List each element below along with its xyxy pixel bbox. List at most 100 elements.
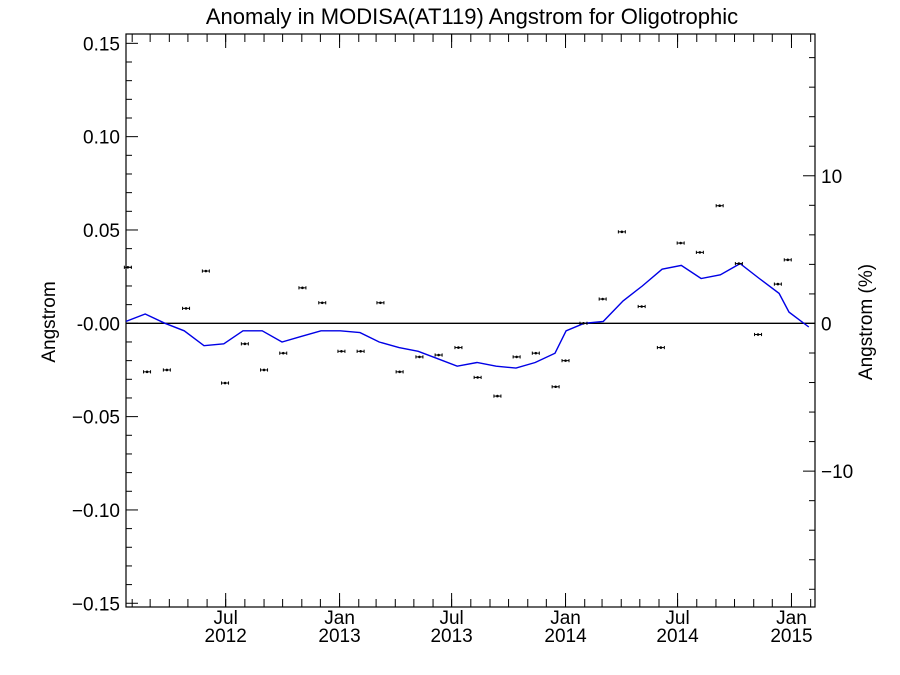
data-point-marker bbox=[437, 353, 440, 357]
data-point-marker bbox=[184, 307, 188, 310]
y-tick-label-left: 0.05 bbox=[83, 221, 120, 242]
data-point bbox=[182, 306, 191, 310]
data-point-marker bbox=[718, 204, 721, 208]
y-tick-label-left: −0.05 bbox=[72, 408, 120, 429]
data-point bbox=[473, 375, 482, 380]
data-point bbox=[201, 269, 210, 273]
data-point bbox=[598, 297, 607, 301]
x-tick-label-year: 2015 bbox=[770, 626, 812, 647]
plot-axes: 0.15 0.10 0.05 -0.00 −0.05 −0.10 −0.15 10 0 −10 Ju… bbox=[72, 33, 853, 647]
data-point bbox=[637, 304, 646, 309]
data-point bbox=[734, 261, 743, 266]
data-point bbox=[415, 355, 424, 359]
data-point bbox=[715, 204, 724, 208]
data-point bbox=[221, 381, 230, 385]
x-tick-label-month: Jul bbox=[665, 608, 689, 629]
x-tick-label-month: Jul bbox=[214, 608, 238, 629]
data-point-marker bbox=[145, 370, 149, 374]
data-point bbox=[551, 385, 560, 389]
x-tick-label-month: Jan bbox=[550, 608, 581, 629]
data-point bbox=[434, 353, 443, 357]
y-tick-label-left: −0.10 bbox=[72, 501, 120, 522]
data-point bbox=[783, 258, 792, 262]
data-point-marker bbox=[515, 355, 518, 359]
data-point-marker bbox=[698, 251, 702, 254]
data-point bbox=[123, 265, 132, 269]
data-point-marker bbox=[496, 394, 499, 398]
data-point-marker bbox=[564, 359, 567, 362]
data-point-marker bbox=[204, 269, 208, 273]
data-point-marker bbox=[786, 258, 790, 262]
chart-title: Anomaly in MODISA(AT119) Angstrom for Ol… bbox=[206, 4, 738, 29]
plot-frame bbox=[125, 33, 816, 608]
data-point bbox=[561, 359, 570, 363]
data-point-marker bbox=[776, 282, 780, 286]
data-point-marker bbox=[126, 266, 130, 269]
y-axis-label-left: Angstrom bbox=[39, 281, 60, 362]
data-point-marker bbox=[379, 301, 382, 305]
data-point-marker bbox=[359, 349, 362, 353]
trend-line-group bbox=[125, 262, 810, 369]
data-point-marker bbox=[418, 355, 421, 359]
data-point bbox=[356, 349, 365, 353]
data-point-marker bbox=[640, 305, 643, 308]
x-tick-label-year: 2013 bbox=[430, 626, 472, 647]
x-tick-label-month: Jul bbox=[439, 608, 463, 629]
data-point-marker bbox=[659, 346, 663, 349]
data-point bbox=[754, 332, 763, 337]
data-point bbox=[493, 394, 502, 398]
x-tick-label-year: 2012 bbox=[205, 626, 247, 647]
y-tick-label-right: 10 bbox=[821, 167, 842, 188]
data-point-marker bbox=[620, 230, 624, 234]
x-tick-label-year: 2014 bbox=[656, 626, 699, 647]
data-point-marker bbox=[601, 297, 604, 301]
data-point bbox=[162, 368, 171, 372]
data-point bbox=[695, 250, 704, 254]
x-tick-label-month: Jan bbox=[324, 608, 355, 629]
data-point bbox=[143, 370, 152, 374]
data-point-marker bbox=[737, 262, 741, 265]
trend-line bbox=[125, 262, 810, 369]
data-point-marker bbox=[554, 385, 557, 389]
data-point-marker bbox=[582, 321, 585, 325]
data-point-marker bbox=[476, 376, 479, 379]
y-tick-label-left: 0.10 bbox=[83, 128, 120, 149]
data-point bbox=[531, 351, 540, 355]
data-point bbox=[579, 321, 588, 325]
data-point bbox=[240, 342, 249, 346]
data-point bbox=[279, 351, 288, 355]
data-point bbox=[676, 241, 685, 245]
data-point-marker bbox=[340, 349, 343, 353]
data-point-marker bbox=[534, 351, 538, 355]
x-tick-label-month: Jan bbox=[776, 608, 807, 629]
data-point bbox=[260, 368, 269, 372]
data-point-marker bbox=[679, 241, 682, 245]
data-point bbox=[376, 301, 385, 305]
data-point-marker bbox=[398, 370, 401, 374]
data-point bbox=[617, 230, 626, 234]
data-point bbox=[656, 345, 665, 350]
x-tick-label-year: 2014 bbox=[544, 626, 587, 647]
y-tick-label-right: −10 bbox=[821, 462, 853, 483]
data-point bbox=[395, 370, 404, 374]
data-point bbox=[773, 282, 782, 286]
data-point-marker bbox=[281, 351, 285, 355]
y-axis-label-right: Angstrom (%) bbox=[856, 264, 877, 380]
data-point-marker bbox=[262, 368, 266, 372]
data-point-marker bbox=[320, 301, 324, 305]
x-tick-label-year: 2013 bbox=[318, 626, 360, 647]
data-point bbox=[298, 286, 307, 290]
data-point-marker bbox=[165, 368, 169, 372]
data-point-marker bbox=[223, 381, 227, 385]
data-point bbox=[512, 355, 521, 359]
data-point-marker bbox=[243, 342, 247, 346]
data-point bbox=[454, 345, 463, 350]
data-point bbox=[337, 349, 346, 353]
y-tick-label-left: 0.15 bbox=[83, 34, 120, 55]
data-point-marker bbox=[457, 346, 460, 349]
data-points-group bbox=[123, 204, 792, 398]
y-tick-label-left: -0.00 bbox=[77, 314, 120, 335]
y-tick-label-left: −0.15 bbox=[72, 594, 120, 615]
y-tick-label-right: 0 bbox=[821, 314, 832, 335]
data-point-marker bbox=[301, 286, 304, 290]
